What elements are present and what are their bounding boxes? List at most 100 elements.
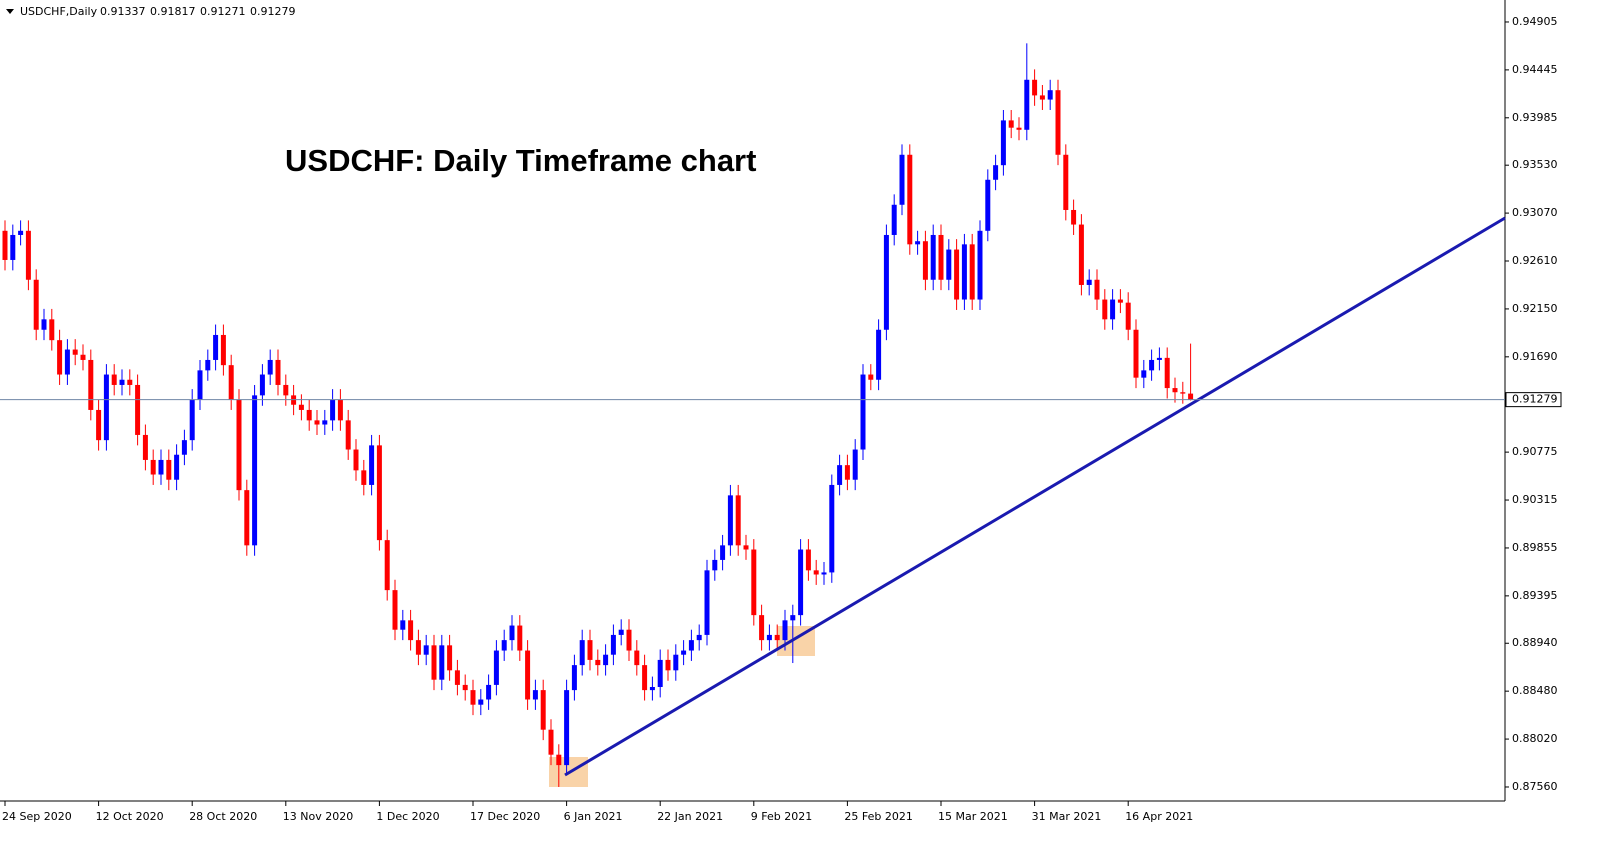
candle-body bbox=[1063, 154, 1069, 210]
candle-body bbox=[337, 399, 343, 421]
candle-body bbox=[259, 374, 265, 396]
x-tick-label: 6 Jan 2021 bbox=[564, 810, 623, 823]
candle-body bbox=[626, 629, 632, 651]
candle-body bbox=[532, 690, 538, 700]
candle-body bbox=[540, 690, 546, 730]
symbol: USDCHF,Daily bbox=[20, 5, 98, 18]
x-tick-label: 16 Apr 2021 bbox=[1125, 810, 1193, 823]
candle-body bbox=[80, 354, 86, 360]
y-tick-label: 0.93985 bbox=[1512, 111, 1558, 124]
candle-body bbox=[922, 241, 928, 280]
candle-body bbox=[1149, 359, 1155, 371]
candle-body bbox=[1117, 299, 1123, 303]
ohlc-low: 0.91271 bbox=[200, 5, 246, 18]
candle-body bbox=[751, 549, 757, 616]
y-tick-label: 0.88940 bbox=[1512, 636, 1558, 649]
candle-body bbox=[774, 634, 780, 641]
candle-body bbox=[306, 409, 312, 421]
candle-body bbox=[33, 279, 39, 330]
candle-body bbox=[595, 659, 601, 666]
x-tick-label: 9 Feb 2021 bbox=[751, 810, 812, 823]
candle-body bbox=[1125, 302, 1131, 330]
candle-body bbox=[985, 179, 991, 231]
y-tick-label: 0.94445 bbox=[1512, 63, 1558, 76]
candle-body bbox=[423, 645, 429, 655]
candle-body bbox=[930, 234, 936, 280]
candle-body bbox=[119, 379, 125, 385]
candle-body bbox=[844, 465, 850, 480]
plot bbox=[2, 43, 1194, 787]
candle-body bbox=[634, 650, 640, 666]
candle-body bbox=[1102, 299, 1108, 320]
candle-body bbox=[205, 359, 211, 371]
candle-body bbox=[907, 154, 913, 245]
candle-body bbox=[681, 650, 687, 655]
candle-body bbox=[486, 684, 492, 700]
candle-body bbox=[610, 634, 616, 655]
candle-body bbox=[111, 374, 117, 385]
candle-body bbox=[837, 465, 843, 485]
candle-body bbox=[1071, 209, 1077, 225]
candle-body bbox=[25, 230, 31, 280]
candle-body bbox=[345, 420, 351, 450]
candle-body bbox=[1032, 79, 1038, 96]
candle-body bbox=[64, 349, 70, 375]
candle-body bbox=[1141, 370, 1147, 378]
candle-body bbox=[431, 645, 437, 680]
candle-body bbox=[517, 625, 523, 651]
candle-body bbox=[587, 640, 593, 660]
y-tick-label: 0.93070 bbox=[1512, 206, 1558, 219]
candle-body bbox=[883, 234, 889, 330]
candle-body bbox=[1172, 388, 1178, 393]
candle-body bbox=[1016, 127, 1022, 130]
candle-body bbox=[158, 459, 164, 475]
candle-body bbox=[72, 349, 78, 355]
x-tick-label: 17 Dec 2020 bbox=[470, 810, 540, 823]
candle-body bbox=[782, 620, 788, 641]
candle-body bbox=[88, 359, 94, 410]
candle-body bbox=[556, 754, 562, 766]
candle-body bbox=[579, 640, 585, 666]
candle-body bbox=[1024, 79, 1030, 130]
candle-body bbox=[860, 374, 866, 450]
candle-body bbox=[135, 384, 141, 435]
x-tick-label: 24 Sep 2020 bbox=[2, 810, 72, 823]
candle-body bbox=[1078, 224, 1084, 285]
candle-body bbox=[41, 319, 47, 330]
candle-body bbox=[478, 699, 484, 705]
candle-body bbox=[298, 404, 304, 410]
candle-body bbox=[673, 654, 679, 671]
candle-body bbox=[103, 374, 109, 441]
candle-body bbox=[969, 244, 975, 300]
candle-body bbox=[2, 230, 8, 260]
candle-body bbox=[766, 634, 772, 641]
candle-body bbox=[236, 399, 242, 491]
x-tick-label: 13 Nov 2020 bbox=[283, 810, 353, 823]
candle-body bbox=[564, 690, 570, 766]
candle-body bbox=[447, 645, 453, 671]
candle-body bbox=[665, 659, 671, 671]
candle-body bbox=[571, 665, 577, 691]
y-tick-label: 0.90315 bbox=[1512, 493, 1558, 506]
candle-body bbox=[642, 665, 648, 691]
candle-body bbox=[1188, 393, 1194, 400]
candle-body bbox=[493, 650, 499, 685]
candle-body bbox=[712, 559, 718, 571]
candle-body bbox=[954, 249, 960, 300]
y-tick-label: 0.89855 bbox=[1512, 541, 1558, 554]
candle-body bbox=[10, 234, 16, 260]
candle-body bbox=[790, 615, 796, 621]
x-tick-label: 22 Jan 2021 bbox=[657, 810, 723, 823]
annotation: USDCHF: Daily Timeframe chart bbox=[285, 143, 756, 178]
candle-body bbox=[454, 670, 460, 685]
candle-body bbox=[961, 244, 967, 300]
candle-body bbox=[743, 545, 749, 550]
candle-body bbox=[868, 374, 874, 380]
candle-body bbox=[1110, 299, 1116, 320]
candle-body bbox=[408, 620, 414, 641]
candle-body bbox=[938, 234, 944, 280]
candle-body bbox=[96, 409, 102, 441]
candle-body bbox=[181, 440, 187, 455]
candle-body bbox=[759, 615, 765, 641]
